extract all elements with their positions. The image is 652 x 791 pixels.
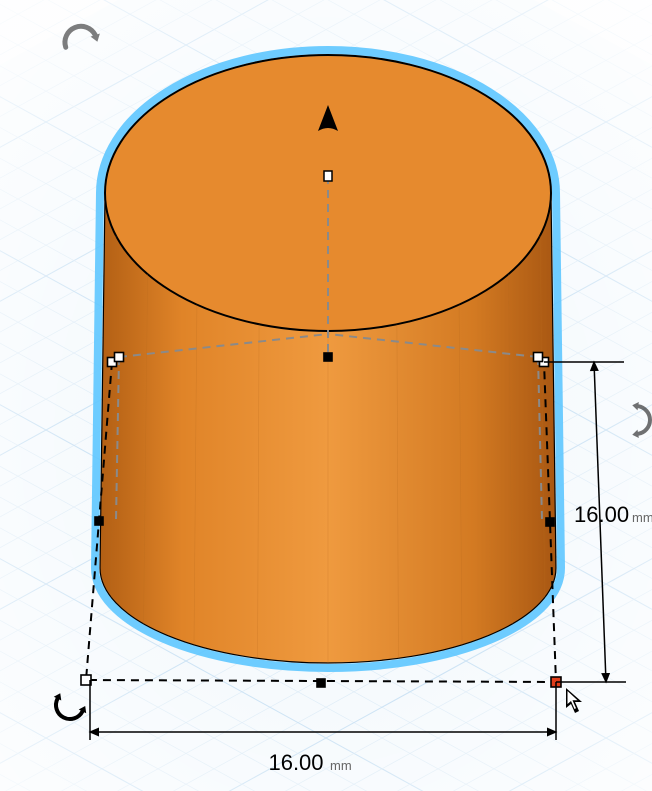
height-handle[interactable] [324, 171, 332, 181]
workplane-canvas[interactable]: 16.00 mm 16.00 mm [0, 0, 652, 791]
mid-handle-front[interactable] [317, 679, 325, 687]
mid-handle-right[interactable] [546, 518, 554, 526]
mid-handle-left[interactable] [95, 517, 103, 525]
dimension-width-unit: mm [330, 758, 352, 773]
mid-handle-top[interactable] [324, 353, 332, 361]
dimension-width-value[interactable]: 16.00 [268, 750, 323, 775]
dimension-depth-unit: mm [632, 510, 652, 525]
dimension-depth-value[interactable]: 16.00 [574, 502, 629, 527]
top-handle-right[interactable] [534, 353, 543, 362]
tinkercad-viewport: 16.00 mm 16.00 mm [0, 0, 652, 791]
top-handle-left[interactable] [115, 353, 124, 362]
